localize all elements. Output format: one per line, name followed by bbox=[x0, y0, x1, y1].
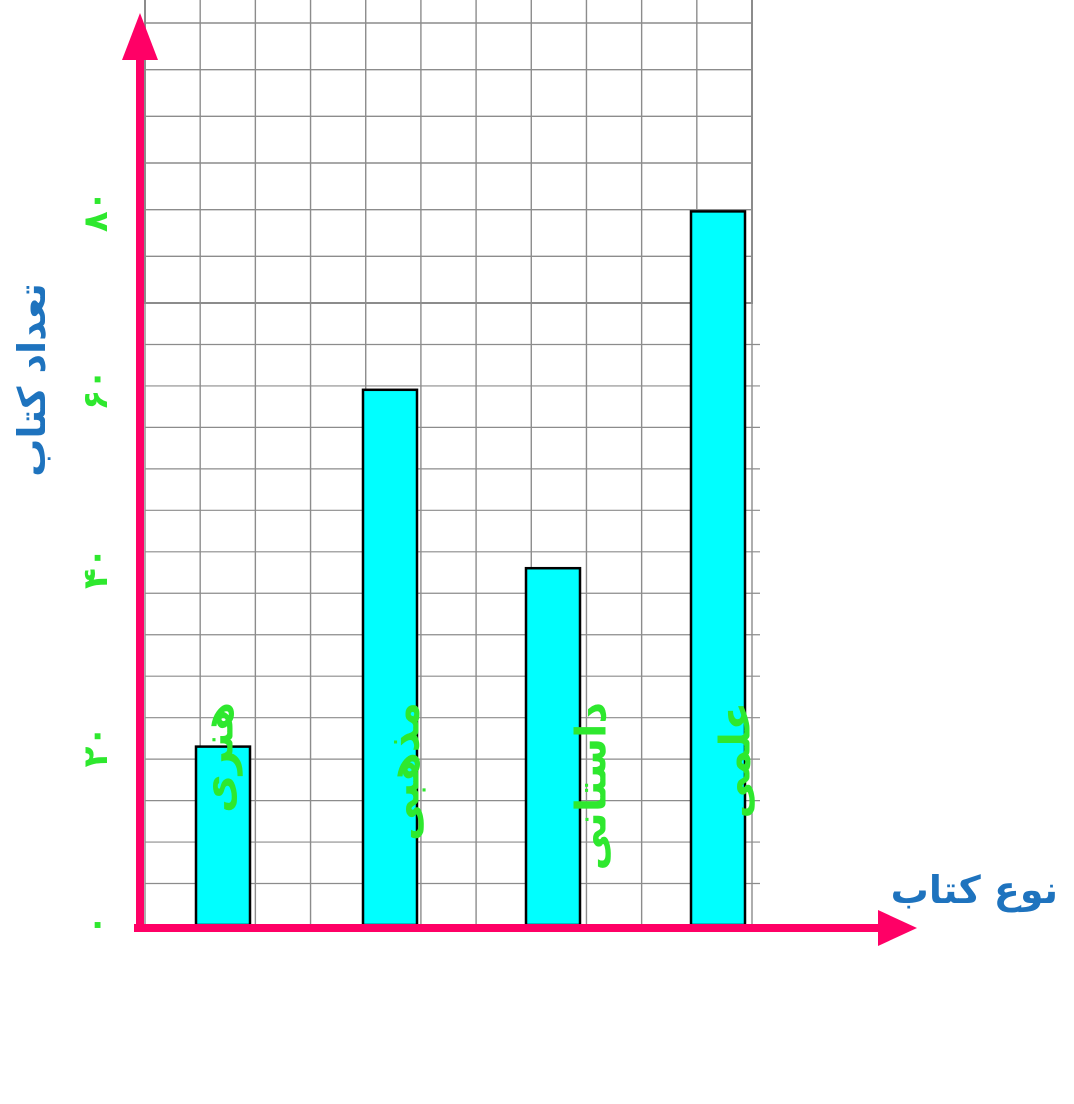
bar-4 bbox=[689, 210, 747, 927]
x-axis-title: نوع کتاب bbox=[891, 868, 1058, 912]
y-tick-label: ۸۰ bbox=[76, 191, 116, 233]
x-category-labels: هنری مذهبی داستانی علمی bbox=[194, 702, 760, 870]
y-tick-labels: ۰ ۲۰ ۴۰ ۶۰ ۸۰ bbox=[76, 191, 116, 936]
bar-3 bbox=[524, 566, 582, 927]
y-tick-label: ۶۰ bbox=[76, 369, 116, 411]
bar-1 bbox=[194, 745, 252, 927]
y-tick-label: ۲۰ bbox=[76, 726, 116, 768]
x-category-label: هنری bbox=[194, 702, 244, 813]
bar-2 bbox=[361, 388, 419, 927]
y-axis-arrow-icon bbox=[122, 13, 158, 60]
x-axis bbox=[134, 910, 917, 946]
y-tick-label: ۴۰ bbox=[76, 547, 116, 589]
grid-frame bbox=[144, 0, 753, 304]
y-tick-label: ۰ bbox=[76, 915, 116, 936]
x-category-label: مذهبی bbox=[380, 702, 429, 841]
y-axis bbox=[122, 13, 158, 932]
x-category-label: علمی bbox=[711, 702, 760, 818]
bars bbox=[194, 210, 747, 927]
x-axis-arrow-icon bbox=[878, 910, 917, 946]
y-axis-title: تعداد کتاب bbox=[10, 283, 54, 477]
x-category-label: داستانی bbox=[567, 702, 616, 870]
